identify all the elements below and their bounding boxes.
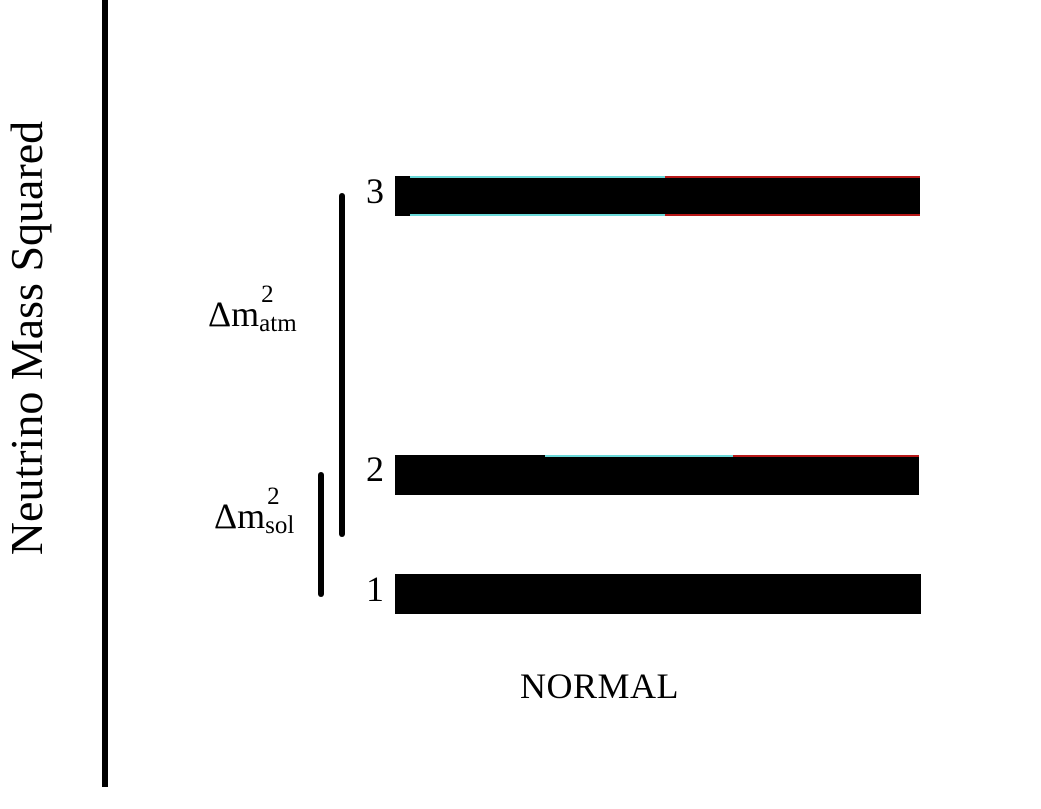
atm-delta-m-symbol: Δm bbox=[208, 294, 260, 334]
mass-level-3-bar bbox=[395, 176, 920, 216]
solar-splitting-label: Δm 2 sol bbox=[214, 484, 309, 538]
sol-subscript: sol bbox=[265, 512, 295, 539]
atmospheric-splitting-label: Δm 2 atm bbox=[208, 282, 303, 336]
sol-delta-m-symbol: Δm bbox=[214, 496, 266, 536]
mass-level-3-label: 3 bbox=[366, 171, 384, 211]
mass-level-1-bar bbox=[395, 574, 921, 614]
level-2-tint-cyan bbox=[545, 455, 733, 457]
level-3-tint-red bbox=[665, 176, 920, 178]
atm-superscript: 2 bbox=[261, 281, 274, 308]
axis-label: Neutrino Mass Squared bbox=[1, 120, 52, 556]
atm-script-group: 2 atm bbox=[259, 282, 303, 336]
ordering-label: NORMAL bbox=[520, 666, 680, 706]
vertical-axis-line bbox=[102, 0, 108, 787]
atmospheric-splitting-line bbox=[339, 193, 345, 537]
mass-level-2-label: 2 bbox=[366, 449, 384, 489]
level-2-tint-red bbox=[733, 455, 919, 457]
level-3-tint-cyan-bottom bbox=[410, 214, 665, 216]
mass-level-2-bar bbox=[395, 455, 919, 495]
level-3-tint-cyan bbox=[410, 176, 665, 178]
sol-superscript: 2 bbox=[267, 483, 280, 510]
level-3-tint-red-bottom bbox=[665, 214, 920, 216]
mass-level-1-label: 1 bbox=[366, 569, 384, 609]
sol-script-group: 2 sol bbox=[265, 484, 309, 538]
atm-subscript: atm bbox=[259, 310, 297, 337]
solar-splitting-line bbox=[318, 472, 324, 597]
